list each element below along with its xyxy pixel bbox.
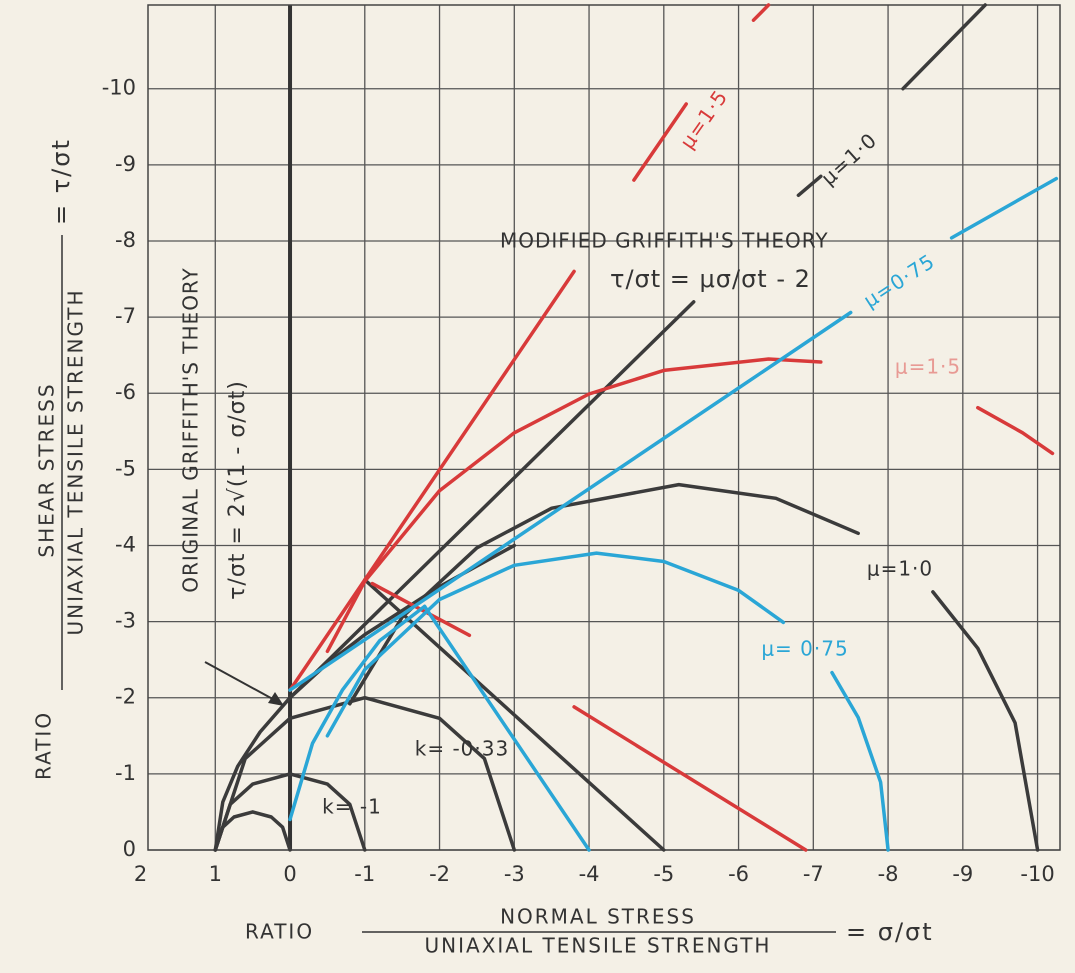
x-tick-label: -2: [429, 862, 450, 886]
curve: [325, 551, 786, 738]
x-tick-label: -1: [354, 862, 375, 886]
x-tick-label: -5: [653, 862, 674, 886]
x-axis-label: NORMAL STRESS: [500, 905, 696, 929]
y-axis-label: UNIAXIAL TENSILE STRENGTH: [64, 289, 88, 636]
y-axis-label: RATIO: [32, 711, 56, 780]
curve: [288, 3, 771, 692]
y-tick-label: -7: [115, 304, 136, 328]
x-axis-label: UNIAXIAL TENSILE STRENGTH: [425, 934, 772, 958]
y-tick-label: -6: [115, 380, 136, 404]
y-tick-label: -2: [115, 685, 136, 709]
y-tick-label: -8: [115, 228, 136, 252]
annotation: k= -0·33: [415, 737, 509, 761]
annotation: μ=1·5: [895, 355, 961, 379]
annotation: k= -1: [322, 795, 382, 819]
curve: [288, 3, 987, 700]
x-axis-label: = σ/σt: [846, 918, 934, 946]
annotation: μ= 0·75: [761, 637, 848, 661]
annotation: τ/σt = μσ/σt - 2: [610, 265, 811, 293]
x-tick-label: -8: [878, 862, 899, 886]
y-tick-label: -10: [102, 76, 136, 100]
curve: [288, 604, 427, 822]
y-tick-label: 0: [123, 837, 136, 861]
annotation: MODIFIED GRIFFITH'S THEORY: [500, 229, 829, 253]
x-tick-label: -3: [504, 862, 525, 886]
curves: [213, 3, 1059, 852]
y-tick-label: -5: [115, 456, 136, 480]
curve: [325, 357, 1055, 654]
x-tick-label: -6: [728, 862, 749, 886]
y-tick-label: -3: [115, 609, 136, 633]
curve: [288, 176, 1059, 692]
x-tick-label: -9: [952, 862, 973, 886]
x-axis-label: RATIO: [245, 920, 314, 944]
y-tick-label: -4: [115, 532, 136, 556]
x-tick-label: 1: [209, 862, 222, 886]
annotation: μ=1·0: [867, 557, 933, 581]
x-tick-label: -7: [803, 862, 824, 886]
curve: [830, 670, 890, 852]
plot-frame: [147, 4, 1061, 851]
annotation: ORIGINAL GRIFFITH'S THEORY: [179, 267, 203, 593]
arrow-head: [268, 692, 284, 706]
x-tick-label: 2: [134, 862, 147, 886]
curve: [348, 482, 1040, 852]
x-tick-label: -4: [579, 862, 600, 886]
arrow: [204, 661, 281, 704]
y-axis-label: = τ/σt: [47, 138, 75, 225]
x-tick-label: -10: [1020, 862, 1054, 886]
annotation: τ/σt = 2√(1 - σ/σt): [225, 380, 250, 600]
y-tick-label: -1: [115, 761, 136, 785]
curve: [422, 604, 591, 852]
curve: [213, 695, 517, 852]
y-axis-label: SHEAR STRESS: [35, 382, 59, 557]
x-tick-label: 0: [283, 862, 296, 886]
y-tick-label: -9: [115, 152, 136, 176]
